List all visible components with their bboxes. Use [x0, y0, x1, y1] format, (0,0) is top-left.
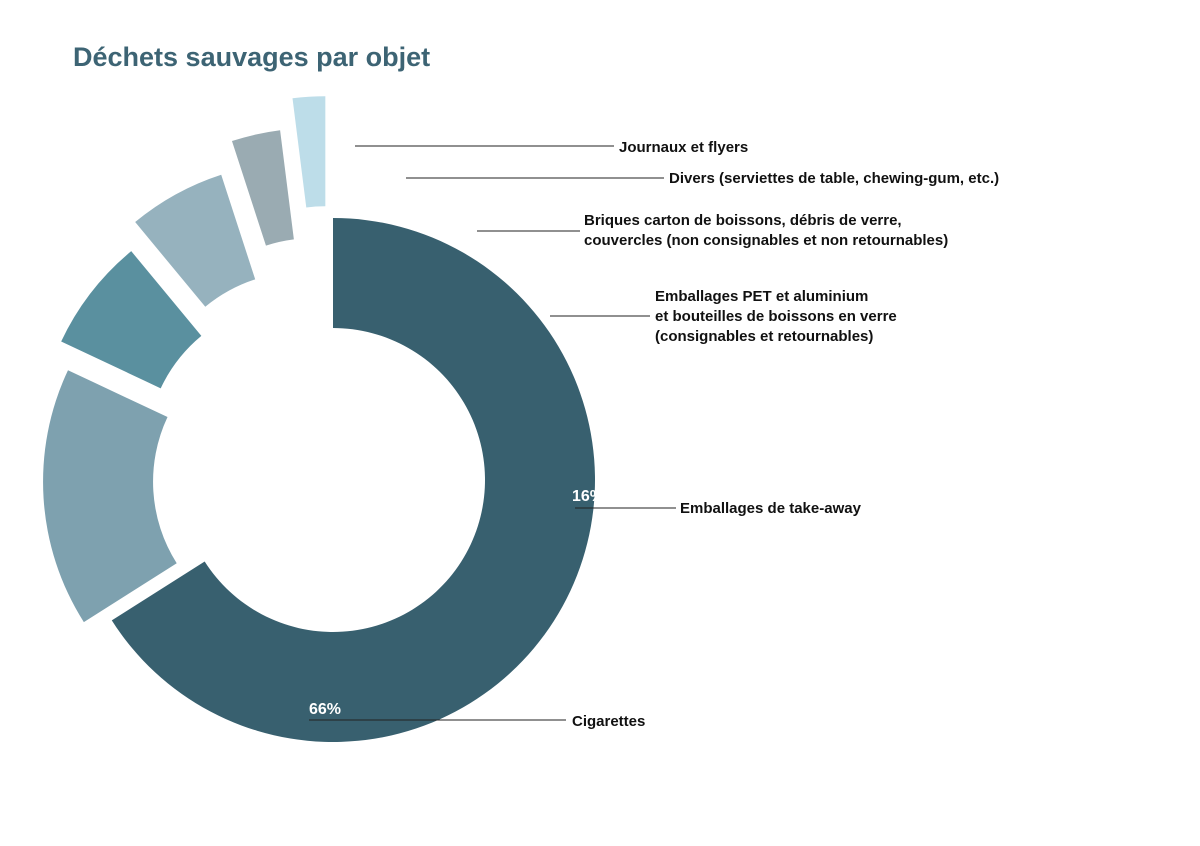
- data-label: 16%: [572, 488, 604, 505]
- category-label-line: et bouteilles de boissons en verre: [655, 308, 897, 325]
- category-label-line: Briques carton de boissons, débris de ve…: [584, 212, 902, 229]
- category-label: Briques carton de boissons, débris de ve…: [584, 212, 948, 249]
- category-label: Cigarettes: [572, 713, 645, 730]
- donut-slice: [61, 251, 202, 389]
- data-label: 3%: [406, 159, 429, 176]
- category-label: Divers (serviettes de table, chewing-gum…: [669, 170, 999, 187]
- donut-slice: [135, 174, 256, 307]
- category-label-line: couvercles (non consignables et non reto…: [584, 232, 948, 249]
- data-label: 2%: [355, 127, 378, 144]
- donut-slice: [111, 218, 596, 742]
- category-label: Journaux et flyers: [619, 139, 748, 156]
- chart-title: Déchets sauvages par objet: [73, 42, 431, 72]
- data-label: 6%: [476, 211, 499, 228]
- category-label-line: Journaux et flyers: [619, 139, 748, 156]
- category-label-line: Emballages de take-away: [680, 500, 862, 517]
- category-label-line: Emballages PET et aluminium: [655, 288, 868, 305]
- data-label: 66%: [309, 701, 341, 718]
- category-label: Emballages de take-away: [680, 500, 862, 517]
- data-label: 7%: [550, 297, 573, 314]
- category-label: Emballages PET et aluminium et bouteilles…: [655, 288, 897, 345]
- donut-slice: [43, 370, 177, 623]
- category-label-line: (consignables et retournables): [655, 328, 873, 345]
- category-label-line: Divers (serviettes de table, chewing-gum…: [669, 170, 999, 187]
- donut-slice: [292, 96, 326, 208]
- donut-slice: [231, 130, 294, 246]
- category-label-line: Cigarettes: [572, 713, 645, 730]
